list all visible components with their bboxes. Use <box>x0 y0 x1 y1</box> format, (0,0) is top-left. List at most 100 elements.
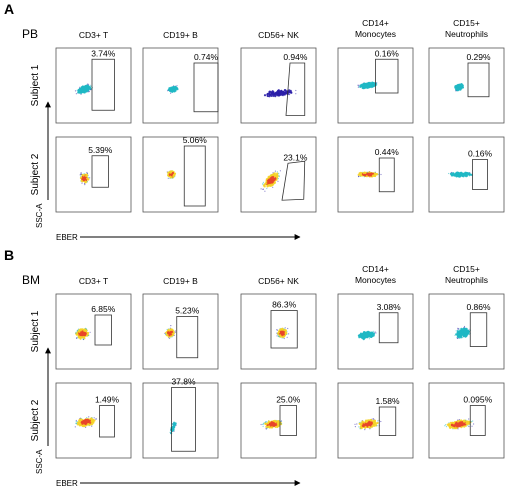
column-label: CD19+ B <box>163 30 198 40</box>
panel-letter: A <box>4 1 14 17</box>
column-label: CD56+ NK <box>258 30 299 40</box>
flow-plot: 0.94% <box>240 47 317 124</box>
column-label: CD14+ <box>362 264 389 274</box>
gate <box>183 145 206 207</box>
flow-plot: 0.44% <box>337 136 414 213</box>
density-dots <box>167 85 179 94</box>
flow-plot: 3.08% <box>337 293 414 370</box>
plot-frame <box>142 293 219 370</box>
gate-percent: 0.94% <box>283 52 308 62</box>
gate-percent: 0.16% <box>375 48 400 58</box>
gate-percent: 5.06% <box>183 135 208 145</box>
gate-percent: 37.8% <box>171 377 196 387</box>
gate-percent: 0.16% <box>468 149 493 159</box>
flow-plot: 5.39% <box>55 136 132 213</box>
gate-percent: 6.85% <box>91 304 116 314</box>
density-dots <box>263 89 297 98</box>
gate <box>91 58 115 111</box>
gate <box>171 387 196 452</box>
density-dots <box>164 325 176 339</box>
gate <box>469 405 486 436</box>
gate <box>375 58 399 94</box>
gate-percent: 0.86% <box>466 302 491 312</box>
density-dots <box>79 171 91 186</box>
tissue-label: BM <box>22 273 40 287</box>
flow-plot: 1.49% <box>55 382 132 459</box>
flow-plot: 86.3% <box>240 293 317 370</box>
gate-percent: 25.0% <box>276 395 301 405</box>
flow-plot: 0.095% <box>428 382 505 459</box>
density-dots <box>454 325 471 339</box>
density-dots <box>454 83 464 92</box>
column-label: Neutrophils <box>445 29 488 39</box>
flow-plot: 3.74% <box>55 47 132 124</box>
plot-frame <box>240 47 317 124</box>
flow-plot: 0.16% <box>337 47 414 124</box>
gate <box>378 312 399 344</box>
density-dots <box>448 171 473 178</box>
column-label: CD3+ T <box>79 276 108 286</box>
y-axis-label: SSC-A <box>35 203 44 228</box>
gate-percent: 5.39% <box>88 145 113 155</box>
density-dots <box>74 83 93 95</box>
density-dots <box>357 330 377 341</box>
gate-percent: 3.08% <box>377 302 402 312</box>
gate <box>99 405 115 438</box>
plot-frame <box>428 382 505 459</box>
gate-percent: 0.74% <box>194 52 219 62</box>
gate <box>91 155 109 188</box>
column-label: CD56+ NK <box>258 276 299 286</box>
flow-plot: 0.29% <box>428 47 505 124</box>
plot-frame <box>142 136 219 213</box>
gate-percent: 86.3% <box>272 300 297 310</box>
density-dots <box>357 81 378 90</box>
column-label: CD19+ B <box>163 276 198 286</box>
row-label: Subject 1 <box>30 64 41 106</box>
y-axis-label: SSC-A <box>35 449 44 474</box>
gate <box>378 157 395 193</box>
x-axis-label: EBER <box>56 233 78 242</box>
gate-percent: 1.58% <box>375 396 400 406</box>
gate <box>281 160 306 201</box>
gate-percent: 0.29% <box>466 52 491 62</box>
gate <box>285 62 306 116</box>
plot-frame <box>337 293 414 370</box>
column-label: Neutrophils <box>445 275 488 285</box>
column-label: CD15+ <box>453 264 480 274</box>
tissue-label: PB <box>22 27 38 41</box>
plot-frame <box>55 136 132 213</box>
column-label: CD15+ <box>453 18 480 28</box>
density-dots <box>74 416 97 428</box>
flow-plot: 25.0% <box>240 382 317 459</box>
plot-frame <box>142 47 219 124</box>
density-dots <box>357 171 382 178</box>
flow-plot: 1.58% <box>337 382 414 459</box>
column-label: Monocytes <box>355 275 396 285</box>
row-label: Subject 1 <box>30 310 41 352</box>
density-dots <box>354 418 382 431</box>
density-dots <box>444 418 475 430</box>
flow-plot: 0.86% <box>428 293 505 370</box>
section-A: A PB CD3+ T CD19+ B CD56+ NK CD14+Monocytes CD… <box>4 1 505 242</box>
flow-plot: 23.1% <box>240 136 317 213</box>
row-label: Subject 2 <box>30 153 41 195</box>
plot-frame <box>142 382 219 459</box>
flow-plot: 5.06% <box>142 135 219 213</box>
plot-frame <box>428 47 505 124</box>
x-axis-label: EBER <box>56 479 78 488</box>
gate <box>176 316 199 359</box>
plot-frame <box>428 293 505 370</box>
gate <box>279 405 297 436</box>
column-label: CD14+ <box>362 18 389 28</box>
section-B: B BM CD3+ T CD19+ B CD56+ NK CD14+Monocytes CD… <box>4 247 505 488</box>
gate-percent: 5.23% <box>175 306 200 316</box>
density-dots <box>166 170 177 179</box>
gate <box>193 62 219 113</box>
gate-percent: 3.74% <box>91 48 116 58</box>
density-dots <box>260 170 281 192</box>
column-label: Monocytes <box>355 29 396 39</box>
row-label: Subject 2 <box>30 399 41 441</box>
gate <box>270 310 298 349</box>
gate <box>467 62 490 98</box>
